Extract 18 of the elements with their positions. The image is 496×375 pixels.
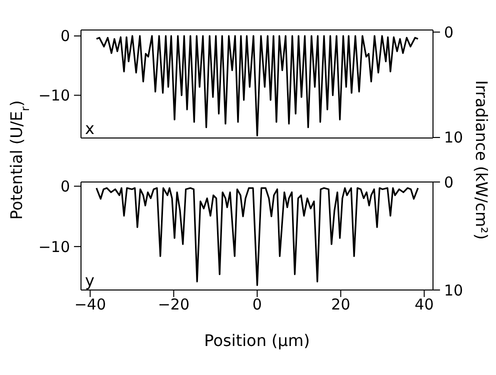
y-tick-label: 0 <box>60 177 70 196</box>
x-tick-label: −20 <box>158 296 190 314</box>
x-tick-label: 0 <box>252 296 262 314</box>
y-tick-label: 0 <box>60 27 70 46</box>
y2-axis-title: Irradiance (kW/cm²) <box>472 80 491 240</box>
annotation: x <box>85 119 94 138</box>
x-axis-title: Position (µm) <box>204 331 310 350</box>
y2-tick-label: 0 <box>444 173 454 192</box>
y2-tick-label: 10 <box>444 128 464 147</box>
x-tick-label: −40 <box>74 296 106 314</box>
y-tick-label: −10 <box>38 238 70 256</box>
y-tick-label: −10 <box>38 86 70 105</box>
x-tick-label: 40 <box>414 296 434 314</box>
annotation: y <box>85 271 94 290</box>
y2-tick-label: 10 <box>444 281 464 300</box>
y2-tick-label: 0 <box>444 23 454 42</box>
x-tick-label: 20 <box>331 296 350 314</box>
line-series <box>96 187 419 286</box>
